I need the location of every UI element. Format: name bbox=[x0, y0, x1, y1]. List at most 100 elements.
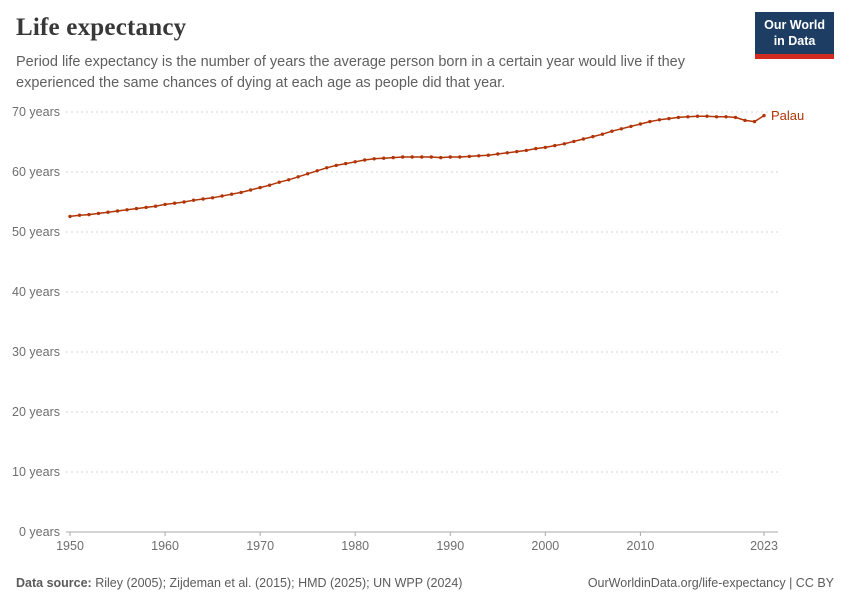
data-point[interactable] bbox=[382, 156, 386, 160]
data-point[interactable] bbox=[705, 114, 709, 118]
data-point[interactable] bbox=[106, 210, 110, 214]
data-source-label: Data source: bbox=[16, 576, 92, 590]
data-point[interactable] bbox=[220, 194, 224, 198]
data-point[interactable] bbox=[77, 213, 82, 217]
data-point[interactable] bbox=[267, 183, 272, 187]
data-point[interactable] bbox=[762, 113, 766, 118]
data-point[interactable] bbox=[287, 178, 291, 182]
data-point[interactable] bbox=[401, 155, 405, 159]
attribution-text: OurWorldinData.org/life-expectancy | CC … bbox=[587, 576, 834, 590]
y-axis-tick-label: 10 years bbox=[12, 465, 60, 479]
data-point[interactable] bbox=[153, 204, 158, 208]
data-point[interactable] bbox=[467, 154, 471, 159]
x-axis-tick-label: 1970 bbox=[246, 539, 274, 553]
data-point[interactable] bbox=[420, 155, 424, 159]
data-point[interactable] bbox=[363, 158, 367, 162]
data-point[interactable] bbox=[96, 211, 101, 216]
data-point[interactable] bbox=[676, 115, 681, 120]
owid-logo-line1: Our World bbox=[764, 18, 825, 32]
data-point[interactable] bbox=[344, 161, 348, 166]
data-point[interactable] bbox=[667, 116, 671, 121]
data-point[interactable] bbox=[572, 139, 576, 144]
data-point[interactable] bbox=[477, 154, 481, 158]
data-point[interactable] bbox=[372, 157, 376, 161]
chart-area: 0 years 10 years 20 years 30 years 40 years 5… bbox=[0, 95, 850, 555]
owid-logo-line2: in Data bbox=[773, 33, 816, 48]
series-end-label: Palau bbox=[771, 108, 804, 123]
data-point[interactable] bbox=[486, 153, 490, 157]
data-point[interactable] bbox=[325, 166, 329, 170]
data-point[interactable] bbox=[134, 206, 139, 211]
data-point[interactable] bbox=[248, 188, 253, 192]
owid-logo: Our World in Data bbox=[755, 12, 834, 60]
chart-footer: Data source: Riley (2005); Zijdeman et a… bbox=[16, 576, 834, 590]
data-point[interactable] bbox=[543, 145, 547, 150]
data-point[interactable] bbox=[657, 118, 662, 122]
data-point[interactable] bbox=[648, 119, 652, 124]
data-point[interactable] bbox=[610, 129, 614, 133]
chart-header: Life expectancy Period life expectancy i… bbox=[16, 14, 834, 94]
data-point[interactable] bbox=[733, 115, 738, 120]
y-axis-tick-label: 30 years bbox=[12, 345, 60, 359]
x-axis-tick-label: 2010 bbox=[627, 539, 655, 553]
data-point[interactable] bbox=[410, 155, 414, 159]
data-point[interactable] bbox=[391, 155, 395, 160]
data-point[interactable] bbox=[515, 149, 519, 154]
data-point[interactable] bbox=[353, 160, 357, 164]
series-line-palau[interactable] bbox=[69, 114, 765, 218]
data-point[interactable] bbox=[296, 175, 300, 179]
data-point[interactable] bbox=[629, 124, 633, 129]
data-point[interactable] bbox=[229, 192, 234, 196]
data-point[interactable] bbox=[448, 155, 452, 159]
data-point[interactable] bbox=[429, 155, 433, 159]
data-point[interactable] bbox=[591, 134, 595, 139]
data-point[interactable] bbox=[210, 196, 215, 200]
y-axis-tick-label: 50 years bbox=[12, 225, 60, 239]
x-axis-tick-label: 1960 bbox=[151, 539, 179, 553]
data-point[interactable] bbox=[306, 172, 310, 176]
y-axis-tick-label: 20 years bbox=[12, 405, 60, 419]
data-point[interactable] bbox=[619, 127, 624, 131]
data-point[interactable] bbox=[743, 118, 747, 123]
data-point[interactable] bbox=[87, 212, 91, 217]
data-point[interactable] bbox=[277, 180, 281, 184]
data-point[interactable] bbox=[334, 163, 338, 168]
data-point[interactable] bbox=[172, 201, 177, 205]
data-point[interactable] bbox=[724, 115, 728, 119]
data-point[interactable] bbox=[553, 143, 557, 148]
data-point[interactable] bbox=[144, 205, 148, 210]
data-point[interactable] bbox=[714, 115, 719, 119]
data-point[interactable] bbox=[258, 185, 262, 190]
data-point[interactable] bbox=[562, 142, 567, 146]
data-point[interactable] bbox=[686, 115, 690, 119]
data-point[interactable] bbox=[496, 152, 500, 156]
page-title: Life expectancy bbox=[16, 14, 187, 41]
data-point[interactable] bbox=[68, 214, 72, 219]
data-point[interactable] bbox=[600, 132, 605, 136]
chart-subtitle: Period life expectancy is the number of … bbox=[16, 54, 685, 92]
data-point[interactable] bbox=[163, 202, 167, 207]
data-source-text: Riley (2005); Zijdeman et al. (2015); HM… bbox=[91, 576, 463, 590]
line-chart-svg[interactable]: 0 years 10 years 20 years 30 years 40 years 5… bbox=[0, 95, 850, 555]
x-axis-tick-label: 1990 bbox=[436, 539, 464, 553]
data-point[interactable] bbox=[115, 209, 120, 213]
data-point[interactable] bbox=[695, 114, 700, 118]
data-point[interactable] bbox=[581, 137, 586, 141]
data-point[interactable] bbox=[239, 190, 243, 195]
data-point[interactable] bbox=[458, 155, 462, 159]
data-point[interactable] bbox=[191, 198, 196, 202]
data-point[interactable] bbox=[201, 197, 205, 201]
data-point[interactable] bbox=[534, 146, 538, 151]
data-source-note: Data source: Riley (2005); Zijdeman et a… bbox=[16, 576, 462, 590]
data-point[interactable] bbox=[182, 200, 186, 204]
data-point[interactable] bbox=[315, 169, 319, 173]
y-axis-tick-label: 60 years bbox=[12, 165, 60, 179]
data-point[interactable] bbox=[524, 148, 528, 153]
x-axis-tick-label: 2000 bbox=[531, 539, 559, 553]
data-point[interactable] bbox=[439, 155, 443, 160]
data-point[interactable] bbox=[125, 208, 129, 212]
data-point[interactable] bbox=[752, 119, 757, 124]
data-point[interactable] bbox=[638, 122, 643, 126]
data-point[interactable] bbox=[505, 151, 509, 155]
